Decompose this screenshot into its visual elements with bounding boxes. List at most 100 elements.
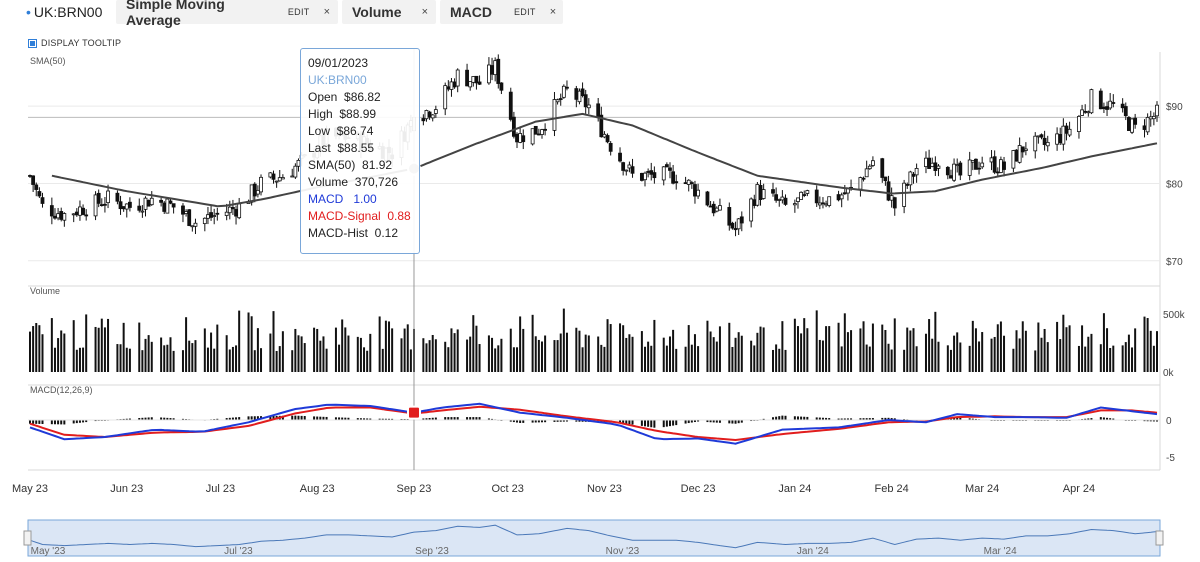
remove-sma-icon[interactable]: × xyxy=(323,6,330,18)
volume-bar xyxy=(956,332,959,372)
volume-bar xyxy=(253,350,256,372)
volume-bar xyxy=(909,330,912,372)
volume-bar xyxy=(128,348,131,372)
candle-body xyxy=(821,202,825,205)
candle-body xyxy=(468,81,473,88)
candle-body xyxy=(864,168,869,178)
macd-hist-bar xyxy=(434,417,437,421)
macd-hist-bar xyxy=(269,416,272,421)
candle-body xyxy=(227,206,232,214)
volume-bar xyxy=(210,332,213,372)
macd-hist-bar xyxy=(1084,418,1087,421)
volume-bar xyxy=(403,328,406,372)
macd-hist-bar xyxy=(778,416,781,421)
candle-body xyxy=(530,128,535,145)
macd-hist-bar xyxy=(216,418,219,421)
volume-bar xyxy=(893,318,896,372)
volume-bar xyxy=(147,335,150,372)
checkbox-icon[interactable] xyxy=(28,38,37,48)
volume-bar xyxy=(775,344,778,372)
volume-bar xyxy=(628,334,631,372)
candle-body xyxy=(827,196,832,206)
volume-bar xyxy=(587,335,590,372)
edit-sma-button[interactable]: EDIT xyxy=(287,7,310,17)
candle-body xyxy=(552,99,557,131)
candle-body xyxy=(799,191,804,200)
volume-bar xyxy=(516,347,519,372)
volume-bar xyxy=(444,341,447,372)
candle-body xyxy=(646,171,651,173)
indicator-volume-name[interactable]: Volume xyxy=(352,4,402,20)
macd-hist-bar xyxy=(163,417,166,421)
x-tick-label: Sep 23 xyxy=(397,483,432,495)
volume-bar xyxy=(1034,350,1037,372)
macd-hist-bar xyxy=(38,420,41,424)
candle-body xyxy=(565,86,569,89)
volume-bar xyxy=(1040,337,1043,372)
volume-bar xyxy=(181,350,184,372)
macd-hist-bar xyxy=(50,420,53,425)
candle-body xyxy=(93,194,98,217)
macd-hist-bar xyxy=(619,420,622,423)
navigator-right-handle[interactable] xyxy=(1155,530,1164,546)
price-tick-label: $70 xyxy=(1166,257,1183,268)
candle-body xyxy=(883,176,888,182)
volume-bar xyxy=(762,327,765,372)
macd-hist-bar xyxy=(890,418,893,421)
candle-body xyxy=(892,197,897,209)
macd-hist-bar xyxy=(653,420,656,428)
macd-hist-bar xyxy=(675,420,678,426)
candle-body xyxy=(427,111,432,118)
volume-bar xyxy=(1056,321,1059,372)
candle-body xyxy=(490,65,494,75)
candle-body xyxy=(1033,135,1038,152)
macd-hist-bar xyxy=(828,418,831,421)
navigator-left-handle[interactable] xyxy=(23,530,32,546)
volume-bar xyxy=(1018,338,1021,372)
volume-bar xyxy=(278,346,281,372)
macd-hist-bar xyxy=(231,417,234,421)
navigator-tick-label: Sep '23 xyxy=(415,546,449,557)
macd-hist-bar xyxy=(665,420,668,427)
indicator-sma-name[interactable]: Simple Moving Average xyxy=(126,0,225,28)
volume-bar xyxy=(250,316,253,372)
volume-bar xyxy=(600,344,603,372)
candle-body xyxy=(783,197,788,205)
candle-body xyxy=(618,152,622,162)
candle-body xyxy=(159,199,164,203)
remove-volume-icon[interactable]: × xyxy=(421,6,428,18)
macd-hist-bar xyxy=(228,417,231,421)
candle-body xyxy=(487,64,491,84)
macd-hist-bar xyxy=(82,420,85,423)
candle-body xyxy=(605,135,610,143)
volume-bar xyxy=(675,348,678,372)
volume-bar xyxy=(784,349,787,372)
volume-bar xyxy=(715,341,718,372)
edit-macd-button[interactable]: EDIT xyxy=(514,7,536,17)
macd-hist-bar xyxy=(578,420,581,422)
remove-macd-icon[interactable]: × xyxy=(549,6,557,18)
macd-hist-bar xyxy=(553,420,556,422)
volume-bar xyxy=(1068,325,1071,372)
volume-bar xyxy=(122,322,125,372)
volume-bar xyxy=(537,339,540,372)
macd-signal-line xyxy=(29,405,1158,442)
macd-hist-bar xyxy=(559,420,562,422)
candle-body xyxy=(683,182,688,185)
volume-bar xyxy=(428,340,431,372)
x-tick-label: Feb 24 xyxy=(875,483,909,495)
macd-hist-bar xyxy=(650,420,653,428)
macd-hist-bar xyxy=(762,418,765,421)
symbol-label[interactable]: • UK:BRN00 xyxy=(26,4,102,20)
candle-body xyxy=(40,197,45,204)
candle-body xyxy=(1055,133,1059,145)
macd-hist-bar xyxy=(628,420,631,425)
candle-body xyxy=(290,175,295,178)
candle-body xyxy=(1020,146,1025,153)
volume-bar xyxy=(1134,328,1137,372)
display-tooltip-toggle[interactable]: DISPLAY TOOLTIP xyxy=(28,38,121,48)
indicator-macd-name[interactable]: MACD xyxy=(450,4,492,20)
candle-body xyxy=(1123,106,1128,117)
macd-hist-bar xyxy=(356,418,359,421)
